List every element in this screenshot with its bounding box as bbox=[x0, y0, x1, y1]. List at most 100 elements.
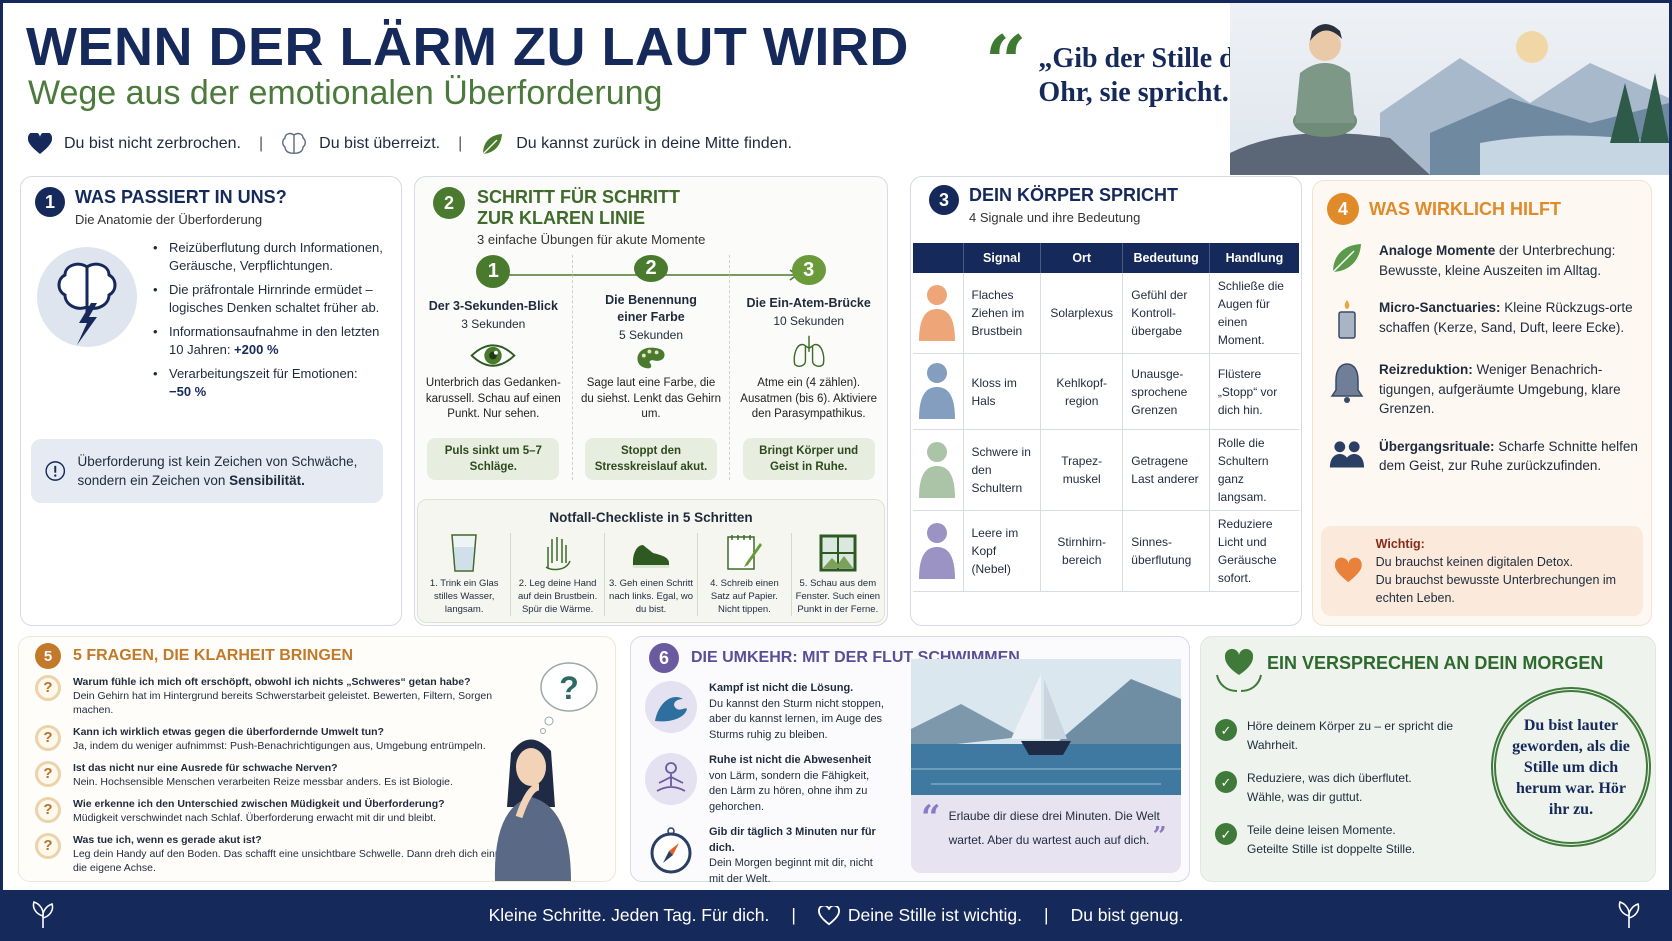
question-icon: ? bbox=[35, 833, 61, 859]
people-icon bbox=[1329, 440, 1365, 467]
check-icon: ✓ bbox=[1215, 771, 1237, 793]
svg-text:?: ? bbox=[559, 670, 579, 706]
section-what-happens: 1 WAS PASSIERT IN UNS? Die Anatomie der … bbox=[20, 176, 402, 626]
section-number: 1 bbox=[35, 187, 65, 217]
section-promise: EIN VERSPRECHEN AN DEIN MORGEN ✓ Höre dei… bbox=[1200, 636, 1656, 882]
column-header: Bedeutung bbox=[1122, 243, 1210, 273]
help-item: Übergangsrituale: Scharfe Schnitte helfe… bbox=[1329, 437, 1639, 476]
section-title: 5 FRAGEN, DIE KLARHEIT BRINGEN bbox=[73, 647, 354, 664]
quote-close-icon: ” bbox=[1152, 821, 1167, 850]
page-subtitle: Wege aus der emotionalen Überforderung bbox=[28, 74, 663, 112]
cell-bedeutung: Sinnes-überflutung bbox=[1122, 510, 1210, 592]
promise-item: ✓ Reduziere, was dich überflutet. Wähle, w… bbox=[1215, 769, 1495, 807]
wave-icon bbox=[655, 697, 687, 722]
thinking-woman-illustration: ? bbox=[494, 662, 598, 881]
heart-hands-icon bbox=[1216, 648, 1262, 692]
shoulders-body-icon bbox=[919, 441, 955, 498]
quote-text: Erlaube dir diese drei Minuten. Die Welt… bbox=[948, 809, 1160, 847]
section-number: 5 bbox=[35, 643, 61, 669]
page-title: WENN DER LÄRM ZU LAUT WIRD bbox=[26, 17, 909, 77]
section-number: 6 bbox=[649, 643, 679, 673]
sensitivity-note: Überforderung ist kein Zeichen von Schwä… bbox=[31, 439, 383, 503]
section-subtitle: Die Anatomie der Überforderung bbox=[75, 212, 263, 227]
help-item: Micro-Sanctuaries: Kleine Rückzugs-orte … bbox=[1329, 298, 1639, 342]
question-icon: ? bbox=[35, 761, 61, 787]
cell-handlung: Rolle die Schultern ganz langsam. bbox=[1209, 429, 1299, 511]
faq-answer: Leg dein Handy auf den Boden. Das schaff… bbox=[73, 848, 530, 874]
bell-icon bbox=[1330, 363, 1364, 403]
eye-icon bbox=[470, 344, 517, 367]
cell-handlung: Reduziere Licht und Geräusche sofort. bbox=[1209, 510, 1299, 592]
section-title: WAS PASSIERT IN UNS? bbox=[75, 187, 287, 207]
separator: | bbox=[1044, 905, 1049, 925]
window-icon bbox=[819, 534, 857, 572]
section-title: DEIN KÖRPER SPRICHT bbox=[969, 185, 1179, 205]
chest-body-icon bbox=[919, 284, 955, 341]
section-title: SCHRITT FÜR SCHRITT ZUR KLAREN LINIE bbox=[477, 187, 680, 228]
column-header: Handlung bbox=[1209, 243, 1299, 273]
faq-question: Was tue ich, wenn es gerade akut ist? bbox=[73, 834, 262, 846]
cell-ort: Trapez-muskel bbox=[1040, 429, 1124, 511]
faq-item: ? Was tue ich, wenn es gerade akut ist? Le… bbox=[35, 833, 535, 875]
tagline-1: Du bist nicht zerbrochen. bbox=[64, 135, 241, 152]
section-steps: 2 SCHRITT FÜR SCHRITT ZUR KLAREN LINIE 3 … bbox=[414, 176, 888, 626]
faq-item: ? Kann ich wirklich etwas gegen die überf… bbox=[35, 725, 535, 753]
footer-bar: Kleine Schritte. Jeden Tag. Für dich. | … bbox=[0, 890, 1672, 941]
quote-open-icon: “ bbox=[921, 798, 941, 838]
faq-question: Kann ich wirklich etwas gegen die überfo… bbox=[73, 726, 384, 738]
table-row: Leere im Kopf (Nebel) Stirnhirn-bereich … bbox=[913, 510, 1299, 592]
leaves-icon bbox=[32, 900, 54, 928]
cell-ort: Stirnhirn-bereich bbox=[1040, 510, 1124, 592]
faq-question: Ist das nicht nur eine Ausrede für schwa… bbox=[73, 762, 338, 774]
bullet-item: Verarbeitungszeit für Emotionen: −50 % bbox=[153, 365, 393, 401]
bullet-item: Reizüberflutung durch Informationen, Ger… bbox=[153, 239, 393, 275]
section-subtitle: 3 einfache Übungen für akute Momente bbox=[477, 232, 706, 247]
throat-head-icon bbox=[919, 363, 955, 419]
cell-signal: Kloss im Hals bbox=[963, 353, 1042, 430]
fog-head-icon bbox=[919, 522, 955, 579]
question-icon: ? bbox=[35, 797, 61, 823]
palette-icon bbox=[637, 347, 665, 369]
heart-outline-icon bbox=[818, 905, 840, 925]
quote-mark-icon: “ bbox=[985, 19, 1027, 104]
section-what-helps: 4 WAS WIRKLICH HILFT Analoge Momente der… bbox=[1312, 180, 1652, 626]
column-header bbox=[913, 243, 964, 273]
tagline-2: Du bist überreizt. bbox=[319, 135, 441, 152]
section-number: 2 bbox=[433, 187, 465, 219]
emergency-checklist: Notfall-Checkliste in 5 Schritten 1. Tri… bbox=[417, 499, 885, 623]
checklist-title: Notfall-Checkliste in 5 Schritten bbox=[549, 510, 753, 525]
faq-answer: Müdigkeit verschwindet nach Schlaf. Über… bbox=[73, 812, 437, 824]
section-title: EIN VERSPRECHEN AN DEIN MORGEN bbox=[1267, 653, 1604, 673]
cell-bedeutung: Getragene Last anderer bbox=[1122, 429, 1210, 511]
candle-icon bbox=[1338, 300, 1356, 339]
cell-signal: Leere im Kopf (Nebel) bbox=[963, 510, 1042, 592]
lungs-icon bbox=[793, 336, 825, 368]
brain-icon bbox=[282, 132, 307, 154]
section-turnaround: 6 DIE UMKEHR: MIT DER FLUT SCHWIMMEN Kam… bbox=[630, 636, 1190, 885]
cell-handlung: Schließe die Augen für einen Moment. bbox=[1209, 273, 1299, 354]
checklist-item: 3. Geh einen Schritt nach links. Egal, w… bbox=[605, 533, 699, 616]
section-questions: 5 5 FRAGEN, DIE KLARHEIT BRINGEN ? Warum … bbox=[18, 636, 616, 882]
column-header: Signal bbox=[963, 243, 1042, 273]
important-note: Wichtig: Du brauchst keinen digitalen De… bbox=[1321, 526, 1643, 616]
cell-signal: Flaches Ziehen im Brustbein bbox=[963, 273, 1042, 354]
faq-answer: Ja, indem du weniger aufnimmst: Push-Ben… bbox=[73, 740, 486, 752]
footer-text-1: Kleine Schritte. Jeden Tag. Für dich. bbox=[488, 905, 770, 925]
circle-text: Du bist lauter geworden, als die Stille … bbox=[1512, 716, 1630, 818]
leaf-icon bbox=[482, 134, 503, 155]
question-icon: ? bbox=[35, 675, 61, 701]
leaf-icon bbox=[1332, 244, 1361, 273]
cell-signal: Schwere in den Schultern bbox=[963, 429, 1042, 511]
leaves-icon bbox=[1618, 900, 1640, 928]
footer-text-3: Du bist genug. bbox=[1070, 905, 1184, 925]
promise-list: ✓ Höre deinem Körper zu – er spricht die … bbox=[1215, 717, 1495, 873]
section-subtitle: 4 Signale und ihre Bedeutung bbox=[969, 210, 1141, 225]
section-number: 3 bbox=[929, 185, 959, 215]
cell-ort: Solarplexus bbox=[1040, 273, 1124, 354]
landscape-illustration bbox=[1230, 3, 1669, 175]
brain-lightning-icon bbox=[37, 247, 137, 347]
promise-circle: Du bist lauter geworden, als die Stille … bbox=[1491, 687, 1651, 847]
table-row: Kloss im Hals Kehlkopf-region Unausge-sp… bbox=[913, 353, 1299, 430]
faq-answer: Dein Gehirn hat im Hintergrund bereits S… bbox=[73, 690, 493, 716]
table-row: Schwere in den Schultern Trapez-muskel G… bbox=[913, 429, 1299, 511]
